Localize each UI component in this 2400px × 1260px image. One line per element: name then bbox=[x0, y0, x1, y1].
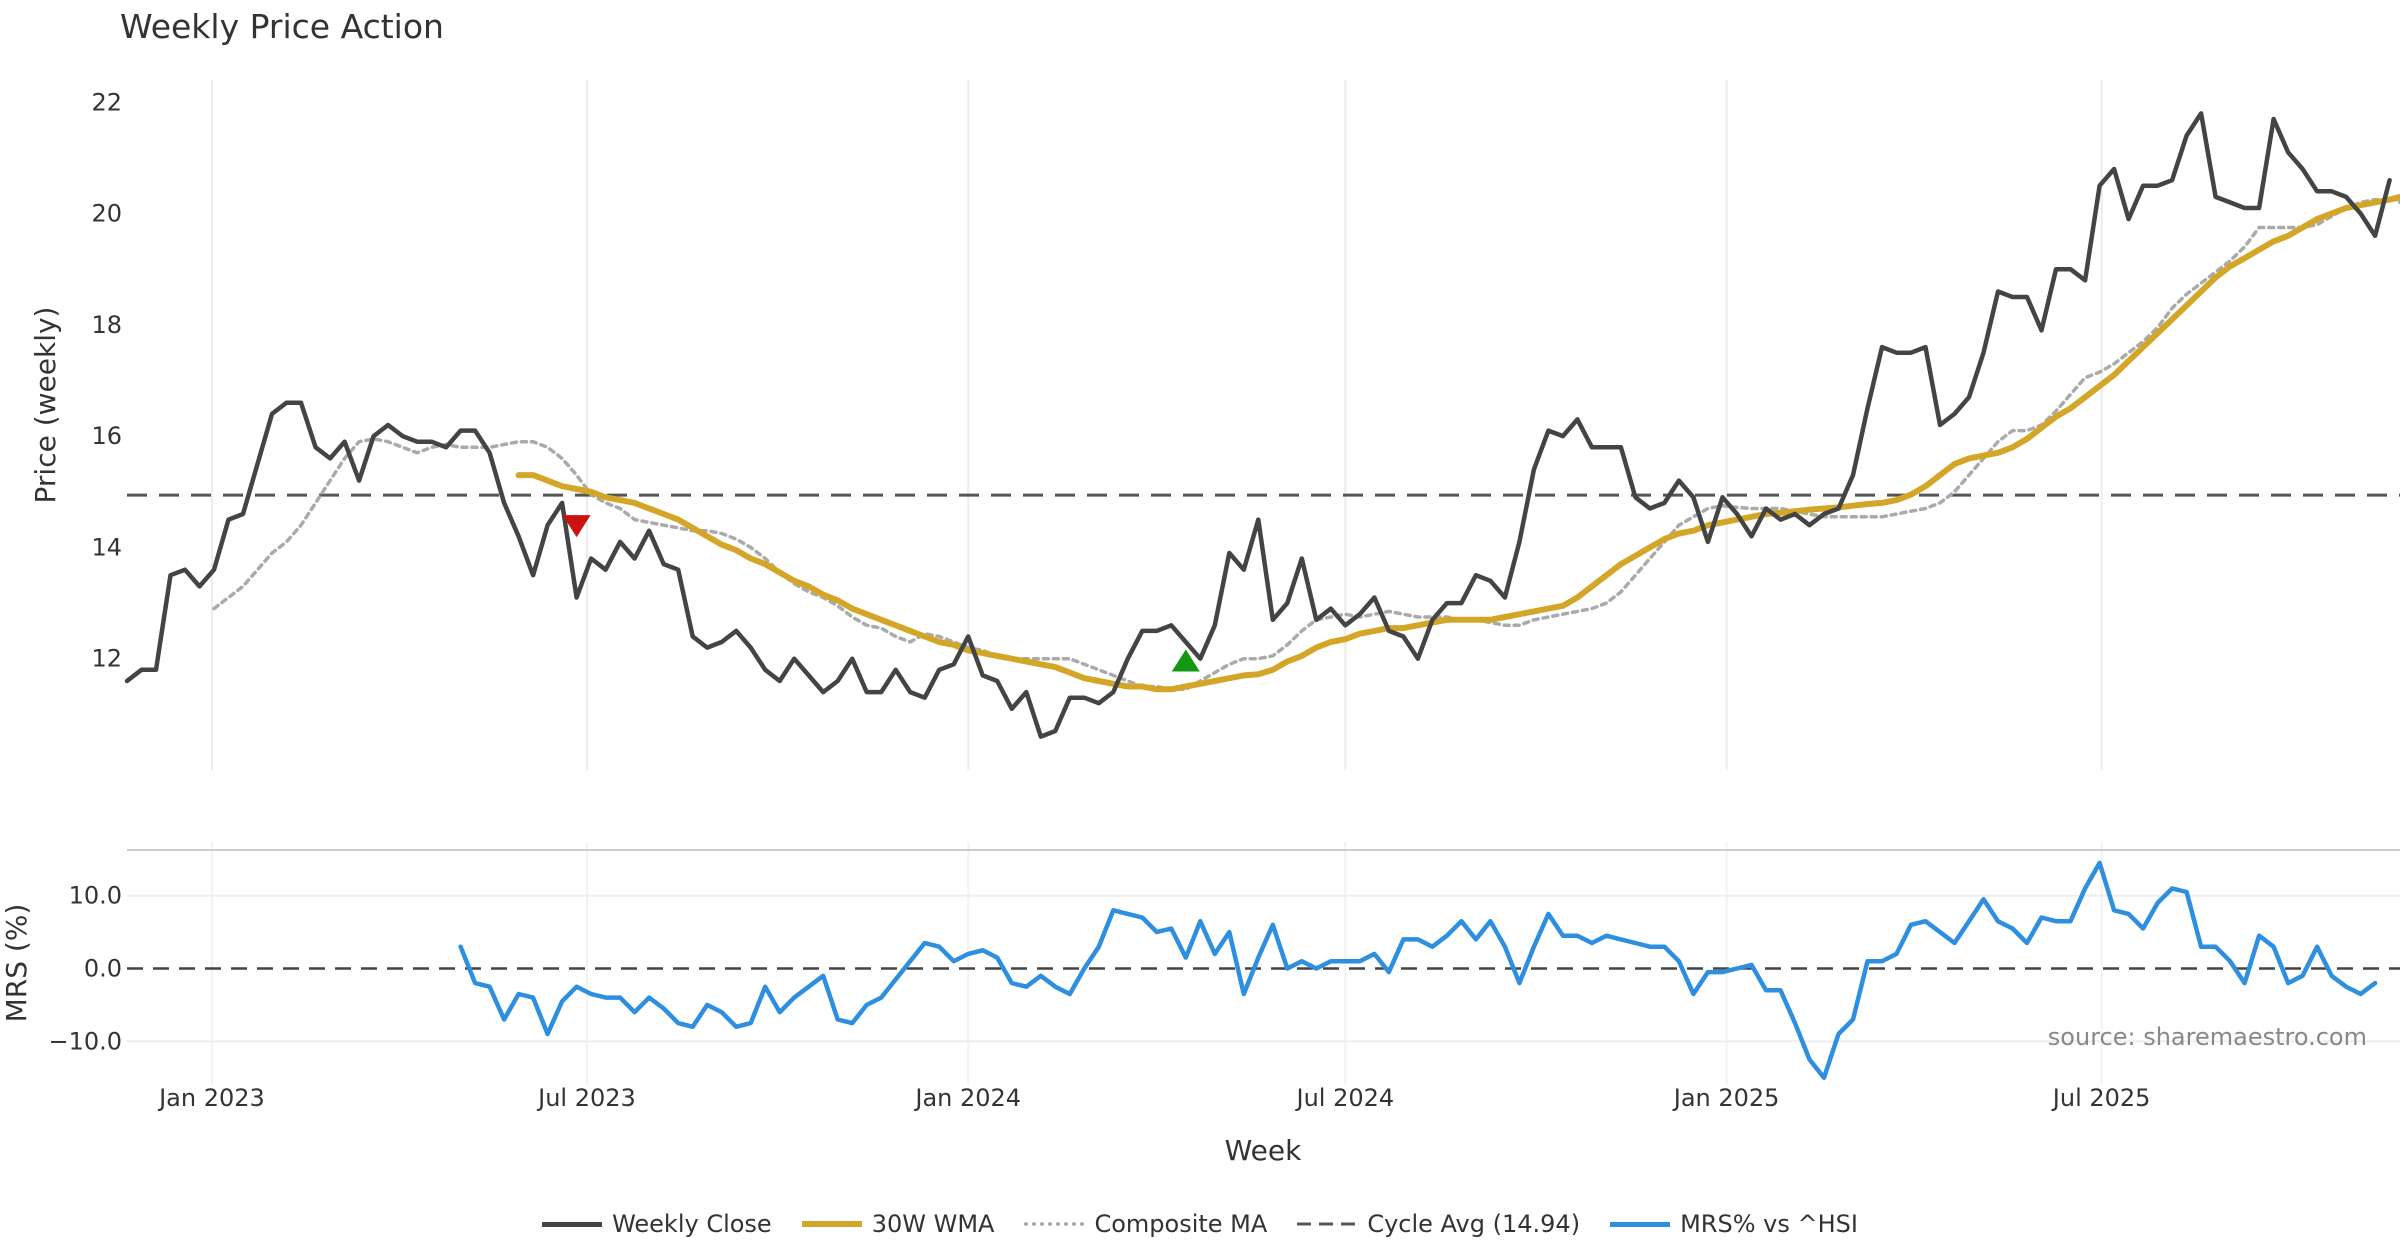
series-line-mrs bbox=[458, 860, 2378, 1080]
series-line-close bbox=[124, 111, 2392, 739]
legend-cycle-value: 14.94 bbox=[1501, 1210, 1571, 1238]
sell-signal-marker bbox=[562, 515, 591, 538]
legend-item-weekly-close: Weekly Close bbox=[542, 1210, 772, 1238]
price-y-tick-label: 20 bbox=[91, 200, 122, 228]
legend-swatch-close bbox=[542, 1221, 603, 1227]
legend-item-wma: 30W WMA bbox=[801, 1210, 995, 1238]
chart-title: Weekly Price Action bbox=[120, 7, 444, 46]
legend-label-weekly-close: Weekly Close bbox=[612, 1210, 772, 1238]
legend-label-composite: Composite MA bbox=[1094, 1210, 1268, 1238]
mrs-y-tick-label: −10.0 bbox=[48, 1027, 122, 1055]
price-y-tick-label: 14 bbox=[91, 533, 122, 561]
legend-label-wma: 30W WMA bbox=[871, 1210, 995, 1238]
price-y-tick-label: 12 bbox=[91, 645, 122, 673]
x-tick-label: Jul 2024 bbox=[1295, 1084, 1395, 1112]
price-y-axis-label: Price (weekly) bbox=[29, 307, 62, 504]
series-line-wma bbox=[515, 193, 2400, 693]
mrs-y-axis-label: MRS (%) bbox=[0, 904, 33, 1023]
price-y-tick-label: 22 bbox=[91, 88, 122, 116]
legend-label-cycle: Cycle Avg (14.94) bbox=[1367, 1210, 1581, 1238]
x-ticks: Jan 2023 Jul 2023 Jan 2024 Jul 2024 Jan 2025… bbox=[157, 1084, 2150, 1112]
x-tick-label: Jan 2023 bbox=[157, 1084, 265, 1112]
buy-signal-marker bbox=[1171, 649, 1200, 672]
legend-swatch-composite bbox=[1024, 1222, 1085, 1226]
legend-swatch-wma bbox=[801, 1221, 862, 1227]
source-caption: source: sharemaestro.com bbox=[2048, 1023, 2367, 1051]
x-tick-label: Jul 2025 bbox=[2051, 1084, 2151, 1112]
legend-item-mrs: MRS% vs ^HSI bbox=[1610, 1210, 1858, 1238]
legend: Weekly Close 30W WMA Composite MA Cycle … bbox=[0, 1210, 2400, 1238]
price-y-tick-label: 16 bbox=[91, 422, 122, 450]
price-y-ticks: 12 14 16 18 20 22 bbox=[91, 88, 122, 672]
mrs-grid bbox=[127, 842, 2400, 1085]
mrs-y-tick-label: 0.0 bbox=[84, 955, 122, 983]
mrs-y-ticks: 10.0 0.0 −10.0 bbox=[48, 882, 122, 1056]
legend-item-composite: Composite MA bbox=[1024, 1210, 1267, 1238]
legend-swatch-mrs bbox=[1610, 1221, 1671, 1227]
x-tick-label: Jan 2024 bbox=[913, 1084, 1021, 1112]
x-tick-label: Jan 2025 bbox=[1672, 1084, 1780, 1112]
series-layer bbox=[124, 111, 2400, 1080]
chart-canvas: Weekly Price Action 12 14 16 18 20 22 10.0 0.0… bbox=[0, 7, 2400, 1167]
x-axis-label: Week bbox=[1225, 1134, 1302, 1167]
mrs-y-tick-label: 10.0 bbox=[69, 882, 122, 910]
price-y-tick-label: 18 bbox=[91, 311, 122, 339]
legend-label-mrs: MRS% vs ^HSI bbox=[1680, 1210, 1858, 1238]
signal-markers bbox=[562, 515, 1200, 672]
x-tick-label: Jul 2023 bbox=[536, 1084, 636, 1112]
legend-item-cycle: Cycle Avg (14.94) bbox=[1297, 1210, 1580, 1238]
price-grid bbox=[210, 80, 2103, 770]
legend-swatch-cycle bbox=[1297, 1222, 1358, 1226]
series-line-composite bbox=[212, 197, 2400, 692]
